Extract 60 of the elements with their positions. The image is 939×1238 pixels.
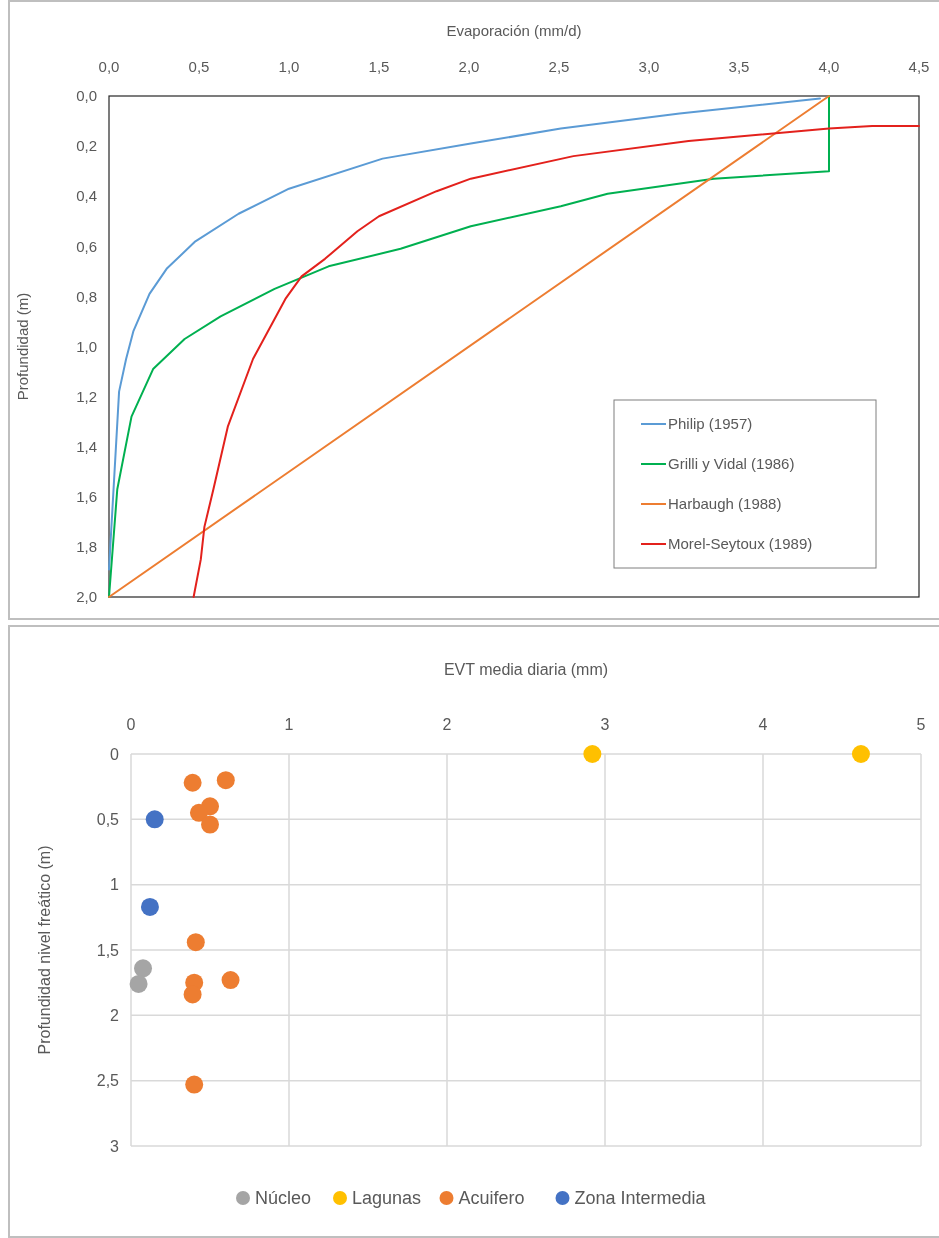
point — [583, 745, 602, 763]
y-tick-label: 1,0 — [76, 337, 97, 355]
y-tick-label: 0,5 — [96, 810, 120, 828]
legend-label: Morel-Seytoux (1989) — [668, 535, 813, 553]
legend-label: Grilli y Vidal (1986) — [668, 455, 795, 473]
x-tick-label: 3 — [600, 716, 610, 733]
y-tick-label: 0 — [110, 745, 120, 763]
x-axis-title: Evaporación (mm/d) — [446, 22, 582, 39]
x-tick-label: 0 — [126, 716, 136, 733]
x-tick-label: 4,5 — [908, 58, 930, 75]
y-tick-label: 0,8 — [76, 287, 97, 305]
y-tick-label: 0,4 — [76, 187, 97, 205]
y-tick-label: 1 — [110, 876, 120, 894]
x-tick-label: 0,5 — [188, 58, 210, 75]
y-tick-label: 3 — [110, 1137, 120, 1155]
point — [186, 933, 205, 952]
y-tick-label: 1,5 — [96, 941, 120, 959]
legend-label: Núcleo — [255, 1188, 312, 1209]
point — [129, 974, 148, 993]
x-tick-label: 1 — [284, 716, 294, 733]
x-tick-label: 1,0 — [278, 58, 300, 75]
point — [183, 773, 202, 792]
y-tick-label: 0,0 — [76, 87, 97, 105]
x-tick-label: 3,5 — [728, 58, 750, 75]
x-tick-label: 2,0 — [458, 58, 480, 75]
point — [216, 771, 235, 790]
y-axis-title: Profundidad nivel freático (m) — [36, 845, 53, 1055]
point — [134, 959, 153, 978]
legend-label: Harbaugh (1988) — [668, 495, 782, 513]
legend-label: Lagunas — [352, 1188, 422, 1209]
y-tick-label: 2,0 — [76, 588, 97, 606]
point — [201, 815, 219, 834]
x-tick-label: 2 — [442, 716, 452, 733]
x-tick-label: 3,0 — [638, 58, 660, 75]
y-tick-label: 0,6 — [76, 237, 97, 255]
legend-label: Philip (1957) — [668, 415, 753, 433]
point — [189, 803, 208, 822]
point — [851, 745, 870, 763]
point — [221, 971, 240, 990]
y-tick-label: 0,2 — [76, 137, 97, 155]
legend-label: Acuifero — [458, 1188, 525, 1209]
y-tick-label: 2,5 — [96, 1072, 120, 1090]
y-axis-title: Profundidad (m) — [14, 292, 31, 401]
x-tick-label: 1,5 — [368, 58, 390, 75]
x-axis-title: EVT media diaria (mm) — [443, 661, 609, 678]
y-tick-label: 1,8 — [76, 538, 97, 556]
y-tick-label: 2 — [110, 1006, 120, 1024]
x-tick-label: 4,0 — [818, 58, 840, 75]
point — [185, 1075, 204, 1094]
legend-label: Zona Intermedia — [574, 1188, 707, 1209]
y-tick-label: 1,4 — [76, 437, 97, 455]
point — [140, 897, 159, 916]
point — [145, 810, 164, 829]
y-tick-label: 1,6 — [76, 488, 97, 506]
x-tick-label: 5 — [916, 716, 926, 733]
x-tick-label: 4 — [758, 716, 768, 733]
line-series — [192, 125, 920, 598]
x-tick-label: 2,5 — [548, 58, 570, 75]
point — [183, 985, 202, 1004]
y-tick-label: 1,2 — [76, 387, 97, 405]
